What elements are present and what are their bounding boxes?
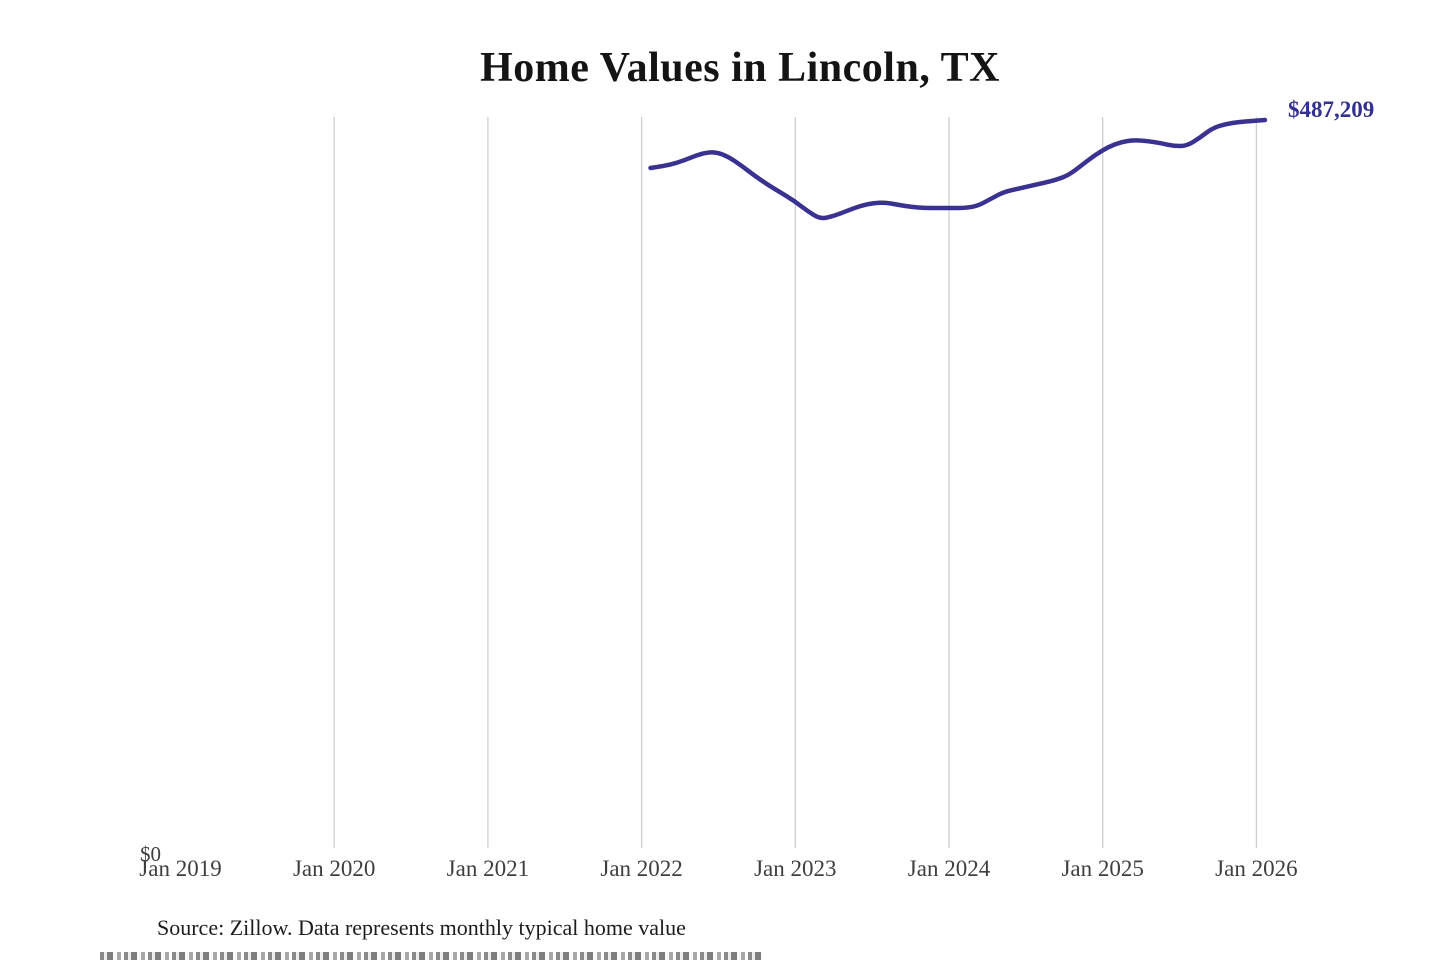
cutoff-content-strip <box>100 952 762 960</box>
x-tick-label-jan-2025: Jan 2025 <box>1061 856 1144 881</box>
x-tick-label-jan-2022: Jan 2022 <box>600 856 683 881</box>
x-tick-label-jan-2021: Jan 2021 <box>446 856 530 881</box>
x-tick-label-jan-2019: Jan 2019 <box>139 856 222 881</box>
y-axis-zero-label: $0 <box>140 842 161 866</box>
x-tick-label-jan-2023: Jan 2023 <box>754 856 837 881</box>
x-tick-label-jan-2024: Jan 2024 <box>907 856 991 881</box>
chart-title: Home Values in Lincoln, TX <box>480 45 1000 91</box>
latest-value-label: $487,209 <box>1288 97 1375 122</box>
x-tick-label-jan-2020: Jan 2020 <box>292 856 376 881</box>
source-note: Source: Zillow. Data represents monthly … <box>157 915 686 940</box>
home-value-series-line <box>648 117 1268 221</box>
x-tick-label-jan-2026: Jan 2026 <box>1215 856 1298 881</box>
